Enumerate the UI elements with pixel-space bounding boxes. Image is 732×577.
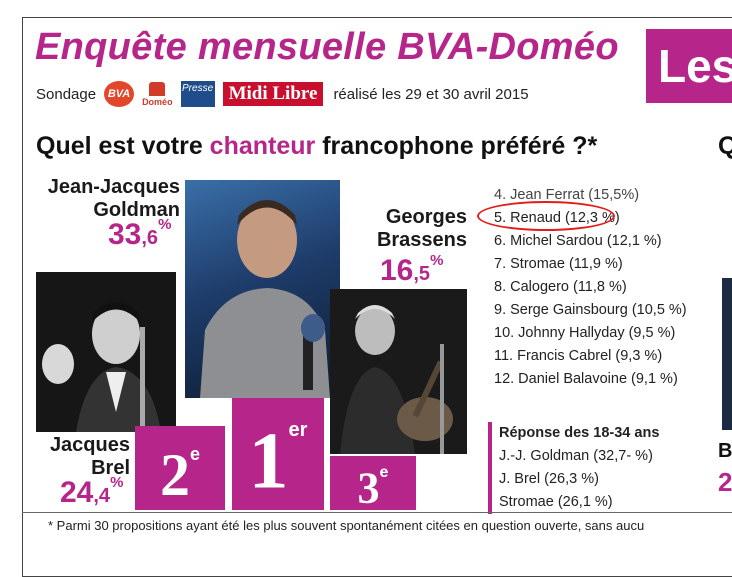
- goldman-silhouette: [200, 200, 330, 398]
- list-item: J.-J. Goldman (32,7- %): [499, 448, 653, 464]
- brassens-photo: [330, 289, 467, 454]
- goldman-photo: [185, 180, 340, 398]
- first-score-pct: %: [158, 216, 172, 233]
- first-place-score: 33,6%: [108, 216, 172, 252]
- first-place-name: Jean-Jacques Goldman: [30, 176, 180, 222]
- house-icon: [149, 81, 166, 96]
- ranking-list: 4. Jean Ferrat (15,5%) 5. Renaud (12,3 %…: [494, 184, 687, 391]
- midi-libre-logo: Midi Libre: [222, 82, 324, 106]
- domeo-logo: Doméo: [142, 81, 173, 107]
- second-score-pct: %: [110, 474, 124, 491]
- bva-logo: BVA: [104, 81, 135, 107]
- podium-second-block: 2e: [135, 426, 225, 510]
- second-score-dec: ,4: [93, 485, 111, 507]
- list-item: 7. Stromae (11,9 %): [494, 256, 623, 272]
- first-score-dec: ,6: [141, 227, 159, 249]
- next-column-question: Q: [718, 132, 732, 160]
- first-score-int: 33: [108, 218, 142, 251]
- next-column-name: B: [718, 440, 732, 462]
- second-place-score: 24,4%: [60, 474, 124, 510]
- third-name-line1: Georges: [385, 206, 467, 228]
- next-column-photo: [722, 278, 732, 430]
- third-name-line2: Brassens: [376, 229, 467, 251]
- first-name-line2: Goldman: [93, 199, 180, 221]
- third-score-int: 16: [380, 254, 414, 287]
- podium-third-block: 3e: [330, 456, 416, 513]
- survey-date: réalisé les 29 et 30 avril 2015: [333, 85, 529, 103]
- question-title: Quel est votre chanteur francophone préf…: [36, 132, 597, 161]
- youth-results: Réponse des 18-34 ans J.-J. Goldman (32,…: [488, 422, 659, 514]
- question-highlight: chanteur: [209, 132, 316, 160]
- first-rank-suffix: er: [288, 419, 308, 441]
- side-title-box: Les: [646, 29, 732, 103]
- list-item: 11. Francis Cabrel (9,3 %): [494, 348, 663, 364]
- list-item: Stromae (26,1 %): [499, 494, 613, 510]
- list-item: J. Brel (26,3 %): [499, 471, 599, 487]
- youth-title: Réponse des 18-34 ans: [499, 425, 660, 441]
- brel-photo: [36, 272, 176, 432]
- list-item: 4. Jean Ferrat (15,5%): [494, 187, 640, 203]
- brassens-silhouette: [330, 289, 467, 454]
- footnote: * Parmi 30 propositions ayant été les pl…: [22, 512, 732, 542]
- third-place-name: Georges Brassens: [345, 206, 467, 252]
- podium-first-block: 1er: [232, 398, 324, 510]
- sondage-label: Sondage: [36, 85, 97, 103]
- third-score-pct: %: [430, 252, 444, 269]
- second-rank-suffix: e: [189, 444, 200, 464]
- presse-logo: Presse: [180, 81, 215, 107]
- third-place-score: 16,5%: [380, 252, 444, 288]
- second-name-line2: Brel: [91, 457, 130, 479]
- third-rank-suffix: e: [379, 464, 389, 481]
- question-before: Quel est votre: [36, 132, 210, 160]
- list-item: 10. Johnny Hallyday (9,5 %): [494, 325, 676, 341]
- headline: Enquête mensuelle BVA-Doméo: [35, 26, 619, 68]
- question-after: francophone préféré ?*: [315, 132, 598, 160]
- first-name-line1: Jean-Jacques: [47, 176, 180, 198]
- second-rank-num: 2: [159, 442, 190, 508]
- first-rank-num: 1: [248, 417, 289, 506]
- subtitle-line: Sondage BVA Doméo Presse Midi Libre réal…: [36, 81, 529, 107]
- highlight-circle: [477, 201, 615, 231]
- domeo-logo-text: Doméo: [142, 96, 173, 107]
- list-item: 12. Daniel Balavoine (9,1 %): [494, 371, 678, 387]
- brel-silhouette: [36, 272, 176, 432]
- second-name-line1: Jacques: [49, 434, 130, 456]
- list-item: 9. Serge Gainsbourg (10,5 %): [494, 302, 687, 318]
- second-score-int: 24: [60, 476, 94, 509]
- second-place-name: Jacques Brel: [30, 434, 130, 480]
- third-rank-num: 3: [357, 463, 380, 513]
- list-item: 6. Michel Sardou (12,1 %): [494, 233, 662, 249]
- list-item: 8. Calogero (11,8 %): [494, 279, 627, 295]
- next-column-score: 2: [718, 467, 732, 497]
- third-score-dec: ,5: [413, 263, 431, 285]
